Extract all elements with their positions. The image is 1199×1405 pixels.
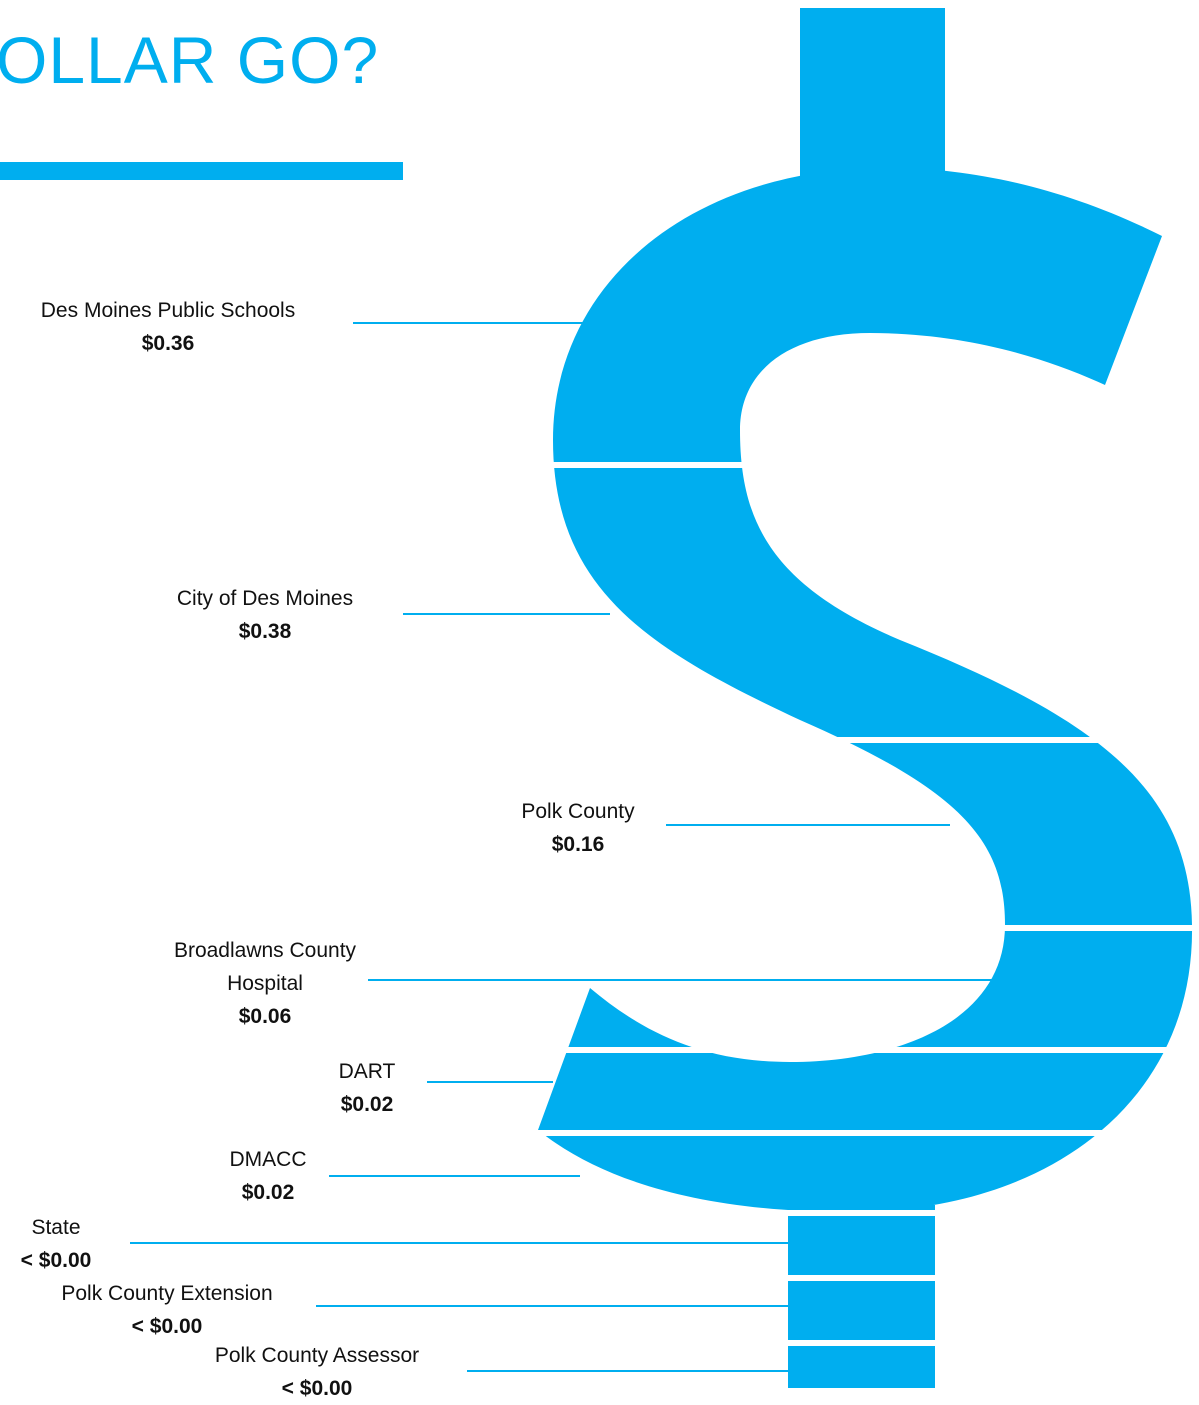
item-label: Des Moines Public Schools $0.36 — [0, 294, 338, 360]
item-label: Broadlawns County Hospital $0.06 — [150, 934, 380, 1033]
item-label: City of Des Moines $0.38 — [135, 582, 395, 648]
item-name: DMACC — [229, 1148, 307, 1171]
item-value: $0.06 — [238, 1005, 292, 1028]
dollar-stem-top — [800, 8, 945, 178]
item-label: State < $0.00 — [1, 1211, 111, 1277]
leader-lines — [130, 322, 1000, 1372]
title-rule — [0, 162, 403, 180]
item-label: DART $0.02 — [317, 1055, 417, 1121]
item-value: $0.16 — [551, 833, 605, 856]
item-label: DMACC $0.02 — [208, 1143, 328, 1209]
item-value: < $0.00 — [281, 1377, 353, 1400]
item-value: $0.02 — [241, 1181, 295, 1204]
item-name: Broadlawns County Hospital — [173, 939, 357, 995]
item-name: City of Des Moines — [176, 587, 354, 610]
item-name: State — [31, 1216, 81, 1239]
item-name: Des Moines Public Schools — [40, 299, 296, 322]
dollar-s — [538, 167, 1193, 1212]
item-value: < $0.00 — [20, 1249, 92, 1272]
item-name: Polk County — [521, 800, 635, 823]
item-label: Polk County $0.16 — [478, 795, 678, 861]
item-value: $0.38 — [238, 620, 292, 643]
item-label: Polk County Assessor < $0.00 — [167, 1339, 467, 1405]
item-value: $0.02 — [340, 1093, 394, 1116]
title: OLLAR GO? — [0, 23, 380, 97]
item-name: Polk County Assessor — [214, 1344, 420, 1367]
item-value: $0.36 — [141, 332, 195, 355]
segment-gaps — [520, 462, 1199, 1346]
item-name: DART — [338, 1060, 396, 1083]
dollar-stem-bottom — [788, 1205, 935, 1388]
item-name: Polk County Extension — [61, 1282, 273, 1305]
item-value: < $0.00 — [131, 1315, 203, 1338]
item-label: Polk County Extension < $0.00 — [17, 1277, 317, 1343]
